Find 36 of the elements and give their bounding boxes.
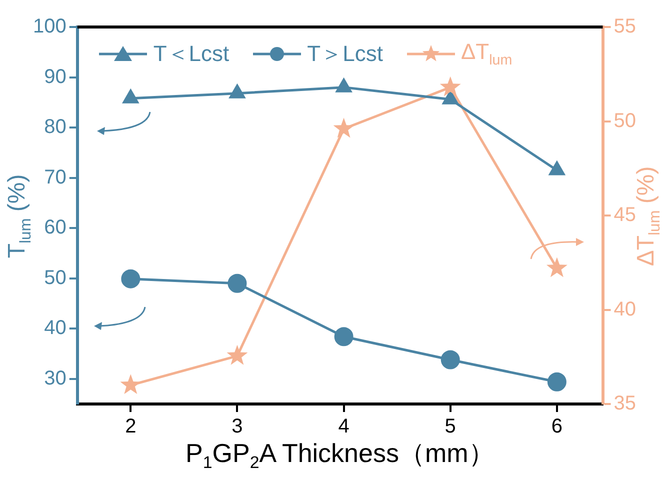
- point: [228, 84, 246, 98]
- y-tick-label: 60: [44, 216, 66, 239]
- y-tick-label: 40: [44, 317, 66, 340]
- y-tick-label: 50: [44, 266, 66, 289]
- y2-tick-label: 45: [614, 204, 636, 226]
- point: [547, 372, 566, 392]
- y2-tick-label: 50: [614, 110, 636, 132]
- y2-tick-label: 55: [614, 16, 636, 38]
- y2-tick-label: 35: [614, 392, 636, 415]
- point: [228, 274, 247, 293]
- legend-label: T＞Lcst: [307, 40, 383, 68]
- point: [334, 327, 354, 346]
- x-tick-label: 2: [125, 416, 136, 438]
- y2-tick-label: 40: [614, 298, 636, 320]
- x-tick-label: 4: [338, 416, 350, 438]
- point: [440, 76, 461, 96]
- point: [548, 160, 566, 176]
- y-tick-label: 90: [44, 66, 66, 88]
- point: [333, 118, 354, 138]
- point: [122, 88, 139, 104]
- x-tick-label: 3: [232, 416, 243, 438]
- x-tick-label: 6: [551, 416, 562, 438]
- point: [335, 78, 352, 92]
- legend-label: T＜Lcst: [153, 40, 230, 68]
- y-tick-label: 30: [44, 367, 66, 390]
- x-axis-title: P$_{1}$GP$_{2}$A Thickness（mm）: [186, 438, 494, 472]
- y-tick-label: 100: [32, 16, 66, 38]
- y-tick-label: 70: [44, 166, 66, 188]
- y-tick-label: 80: [44, 116, 66, 138]
- legend-label: ΔT$_{lum}$: [460, 39, 512, 69]
- point: [546, 257, 568, 278]
- point: [440, 350, 460, 370]
- point: [121, 269, 140, 288]
- x-tick-label: 5: [444, 416, 456, 438]
- point: [226, 344, 248, 365]
- point: [442, 90, 459, 104]
